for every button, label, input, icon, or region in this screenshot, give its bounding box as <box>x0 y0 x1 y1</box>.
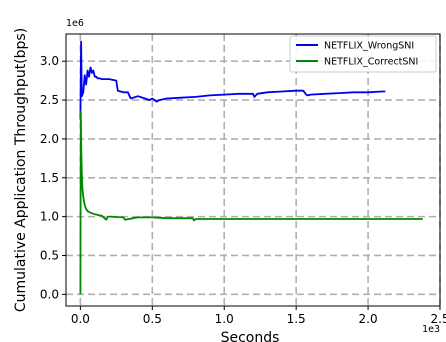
series-layer <box>79 40 423 295</box>
x-tick-label: 0.0 <box>71 312 90 326</box>
y-tick-label: 1.5 <box>40 171 59 185</box>
y-offset-label: 1e6 <box>66 18 84 29</box>
x-tick-label: 2.0 <box>359 312 378 326</box>
ticks: 0.0 0.5 1.0 1.5 2.0 2.5 0.0 0.5 1.0 1.5 2.0 2.5 3.0 <box>40 54 446 326</box>
legend-label-wrongsni: NETFLIX_WrongSNI <box>324 41 414 52</box>
legend: NETFLIX_WrongSNI NETFLIX_CorrectSNI <box>289 35 437 73</box>
plot-frame <box>65 33 441 307</box>
x-axis-label: Seconds <box>221 330 280 342</box>
y-tick-label: 2.5 <box>40 93 59 107</box>
x-tick-label: 1.0 <box>215 312 234 326</box>
x-tick-label: 2.5 <box>430 312 446 326</box>
y-tick-label: 0.0 <box>40 287 59 301</box>
x-offset-label: 1e3 <box>422 324 440 335</box>
plot-area <box>66 34 440 306</box>
y-tick-label: 1.0 <box>40 210 59 224</box>
y-tick-label: 2.0 <box>40 132 59 146</box>
y-axis-label: Cumulative Application Throughput(bps) <box>13 28 29 312</box>
x-tick-label: 0.5 <box>143 312 162 326</box>
series-line-netflix-wrongsni <box>79 40 386 120</box>
y-tick-label: 3.0 <box>40 54 59 68</box>
legend-box <box>289 35 437 73</box>
x-tick-label: 1.5 <box>287 312 306 326</box>
y-tick-label: 0.5 <box>40 248 59 262</box>
legend-label-correctsni: NETFLIX_CorrectSNI <box>324 57 418 68</box>
series-line-netflix-correctsni <box>79 110 423 295</box>
